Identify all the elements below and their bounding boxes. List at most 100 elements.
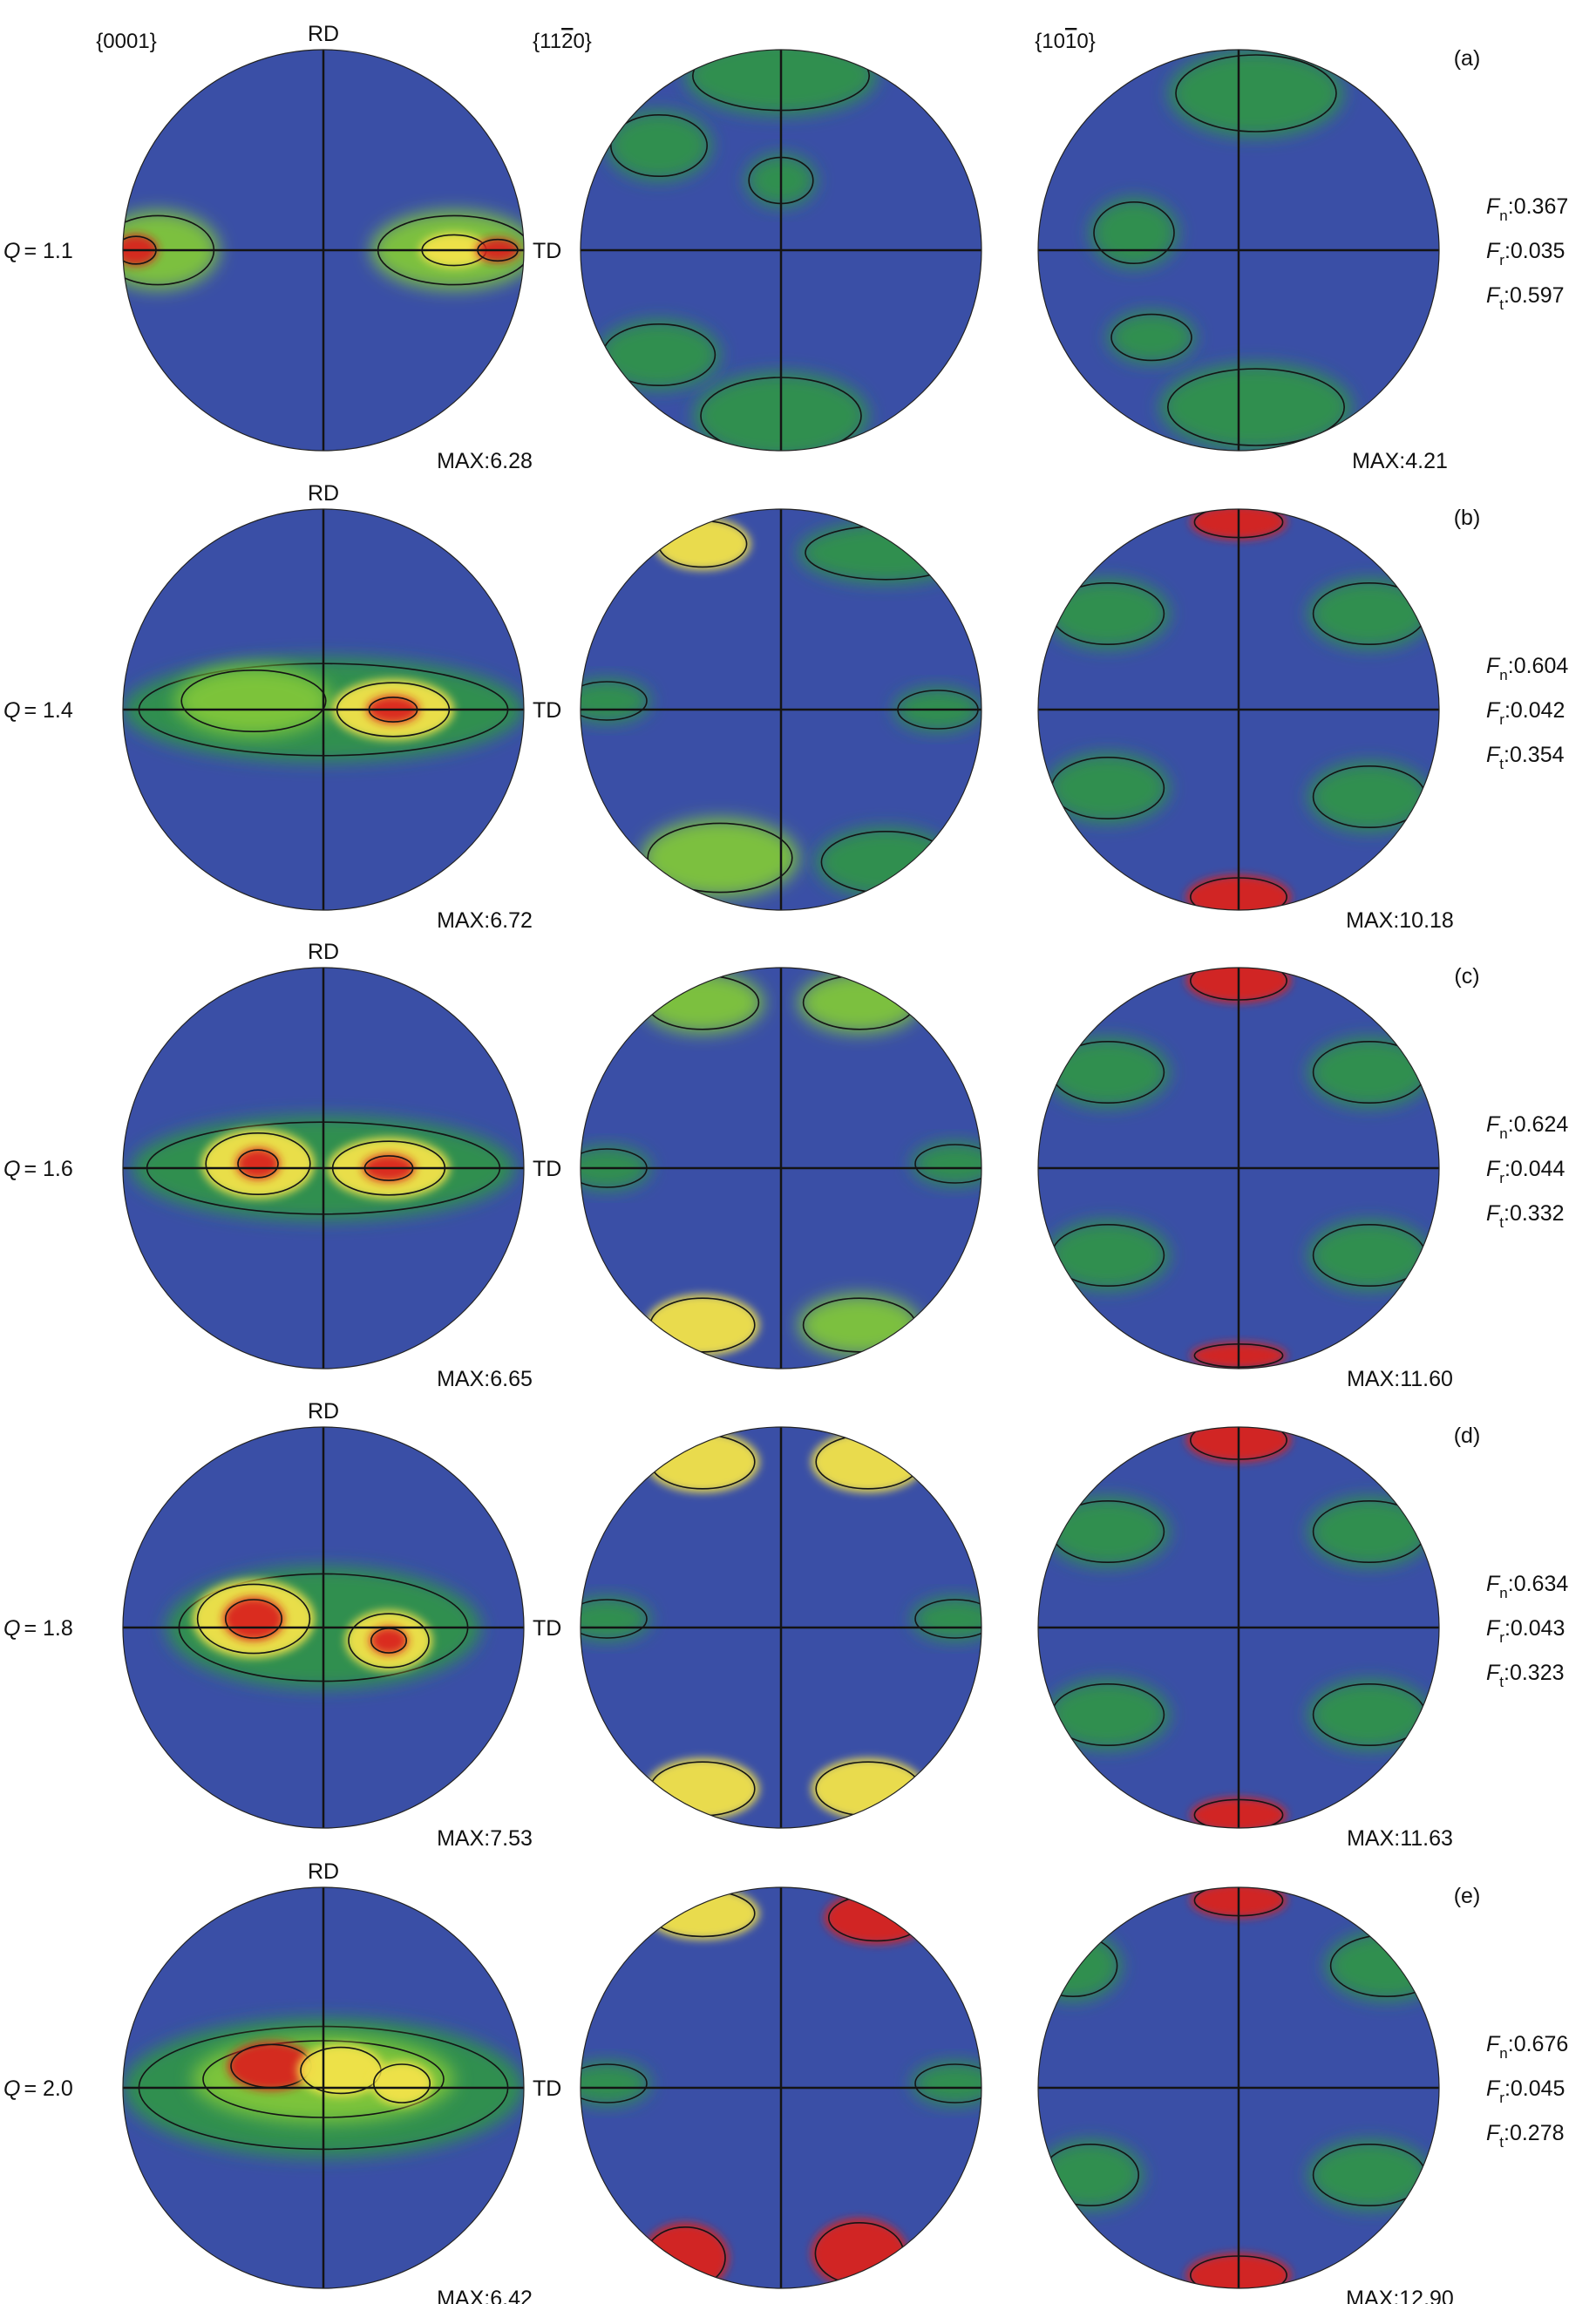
contour-line <box>581 2063 648 2104</box>
intensity-blob <box>798 522 973 583</box>
max-label: MAX:11.60 <box>1347 1367 1453 1391</box>
fraction-value: Ft:0.323 <box>1486 1661 1565 1690</box>
intensity-blob <box>1038 2140 1143 2210</box>
fraction-value: Fr:0.043 <box>1486 1616 1565 1646</box>
intensity-blob <box>371 2062 432 2105</box>
pole-figure: MAX:11.60 <box>1037 967 1453 1391</box>
contour-line <box>1167 368 1346 446</box>
column-header: {1120} <box>533 30 592 53</box>
contour-line <box>224 1599 282 1639</box>
contour-line <box>237 1149 279 1179</box>
q-label: Q = 1.1 <box>3 239 73 263</box>
intensity-blob <box>798 1295 920 1356</box>
pole-figure-rim <box>1037 1426 1440 1829</box>
intensity-blob <box>223 1597 284 1641</box>
td-label: TD <box>533 1157 561 1181</box>
intensity-blob <box>1090 198 1178 268</box>
figure-row: MAX:6.42 MAX:12.90 RD TD Q = 2.0 (e) Fn:0.676 Fr… <box>3 1859 1568 2304</box>
intensity-blob <box>646 1295 759 1356</box>
intensity-blob <box>816 827 955 897</box>
intensity-blob <box>642 819 798 897</box>
contour-line <box>581 1599 648 1639</box>
pole-figure-rim <box>1037 967 1440 1369</box>
pole-figure: MAX:6.42 <box>122 1886 533 2304</box>
intensity-blob <box>912 2062 981 2105</box>
max-label: MAX:6.65 <box>437 1367 533 1391</box>
intensity-blob <box>1038 1931 1121 2001</box>
intensity-blob <box>912 1142 981 1186</box>
pole-figure <box>580 508 982 911</box>
pole-figure: MAX:7.53 <box>122 1426 533 1851</box>
contour-line <box>914 1599 981 1639</box>
panel-label: (c) <box>1454 964 1479 989</box>
intensity-blob <box>646 1758 759 1819</box>
pole-figure-rim <box>122 1426 525 1829</box>
intensity-blob <box>646 1431 759 1492</box>
contour-line <box>196 1583 311 1655</box>
pole-figure-rim <box>580 1886 982 2289</box>
intensity-blob <box>598 320 720 390</box>
pole-figure: MAX:4.21 <box>1037 49 1448 473</box>
intensity-blob <box>1108 311 1195 364</box>
intensity-blob <box>370 1627 408 1655</box>
td-label: TD <box>533 698 561 723</box>
intensity-blob <box>646 1887 759 1940</box>
q-label: Q = 1.4 <box>3 698 73 723</box>
contour-line <box>372 2063 431 2104</box>
pole-figure <box>580 1886 982 2289</box>
intensity-blob <box>825 1892 929 1944</box>
rd-label: RD <box>308 22 339 46</box>
pole-figure: MAX:12.90 <box>1037 1886 1454 2304</box>
rd-label: RD <box>308 1859 339 1884</box>
figure-row: MAX:6.28 MAX:4.21 RD TD Q = 1.1 (a) Fn:0.367 Fr:… <box>3 22 1568 473</box>
pole-figure-rim <box>122 49 525 452</box>
intensity-blob <box>812 1758 925 1819</box>
intensity-blob <box>1047 753 1169 823</box>
panel-label: (b) <box>1454 506 1481 530</box>
intensity-blob <box>1308 2140 1430 2210</box>
contour-line <box>1110 313 1192 362</box>
fraction-value: Fr:0.042 <box>1486 698 1565 728</box>
intensity-blob <box>642 2223 729 2288</box>
intensity-blob <box>1047 1680 1169 1750</box>
contour-line <box>914 1144 981 1184</box>
fraction-value: Ft:0.354 <box>1486 743 1565 772</box>
pole-figure: MAX:11.63 <box>1037 1426 1453 1851</box>
intensity-blob <box>1047 579 1169 649</box>
column-header: {0001} <box>96 30 156 53</box>
fraction-value: Fn:0.634 <box>1486 1572 1568 1601</box>
pole-figure-rim <box>1037 49 1440 452</box>
max-label: MAX:4.21 <box>1352 449 1448 473</box>
intensity-blob <box>1308 1220 1430 1290</box>
fraction-value: Fn:0.604 <box>1486 654 1568 683</box>
intensity-blob <box>912 1597 981 1641</box>
rd-label: RD <box>308 1399 339 1424</box>
panel-label: (a) <box>1454 46 1481 71</box>
q-label: Q = 2.0 <box>3 2076 73 2101</box>
rd-label: RD <box>308 481 339 506</box>
contour-line <box>180 669 327 732</box>
intensity-blob <box>655 518 750 570</box>
intensity-blob <box>1308 1037 1430 1107</box>
column-header: {1010} <box>1035 30 1095 53</box>
panel-label: (d) <box>1454 1424 1481 1448</box>
pole-figure: MAX:6.65 <box>122 967 533 1391</box>
intensity-blob <box>812 1431 925 1492</box>
q-label: Q = 1.8 <box>3 1616 73 1641</box>
contour-line <box>581 681 648 721</box>
intensity-blob <box>1169 50 1343 137</box>
contour-line <box>647 822 793 894</box>
fraction-value: Fr:0.045 <box>1486 2076 1565 2106</box>
fraction-value: Ft:0.597 <box>1486 283 1565 313</box>
intensity-blob <box>1308 579 1430 649</box>
intensity-blob <box>1308 762 1430 832</box>
fraction-value: Ft:0.332 <box>1486 1201 1565 1231</box>
contour-line <box>1093 201 1175 265</box>
pole-figure-rim <box>580 508 982 911</box>
pole-figure-rim <box>580 967 982 1369</box>
intensity-blob <box>1326 1931 1439 2001</box>
intensity-blob <box>1047 1497 1169 1567</box>
td-label: TD <box>533 2076 561 2101</box>
